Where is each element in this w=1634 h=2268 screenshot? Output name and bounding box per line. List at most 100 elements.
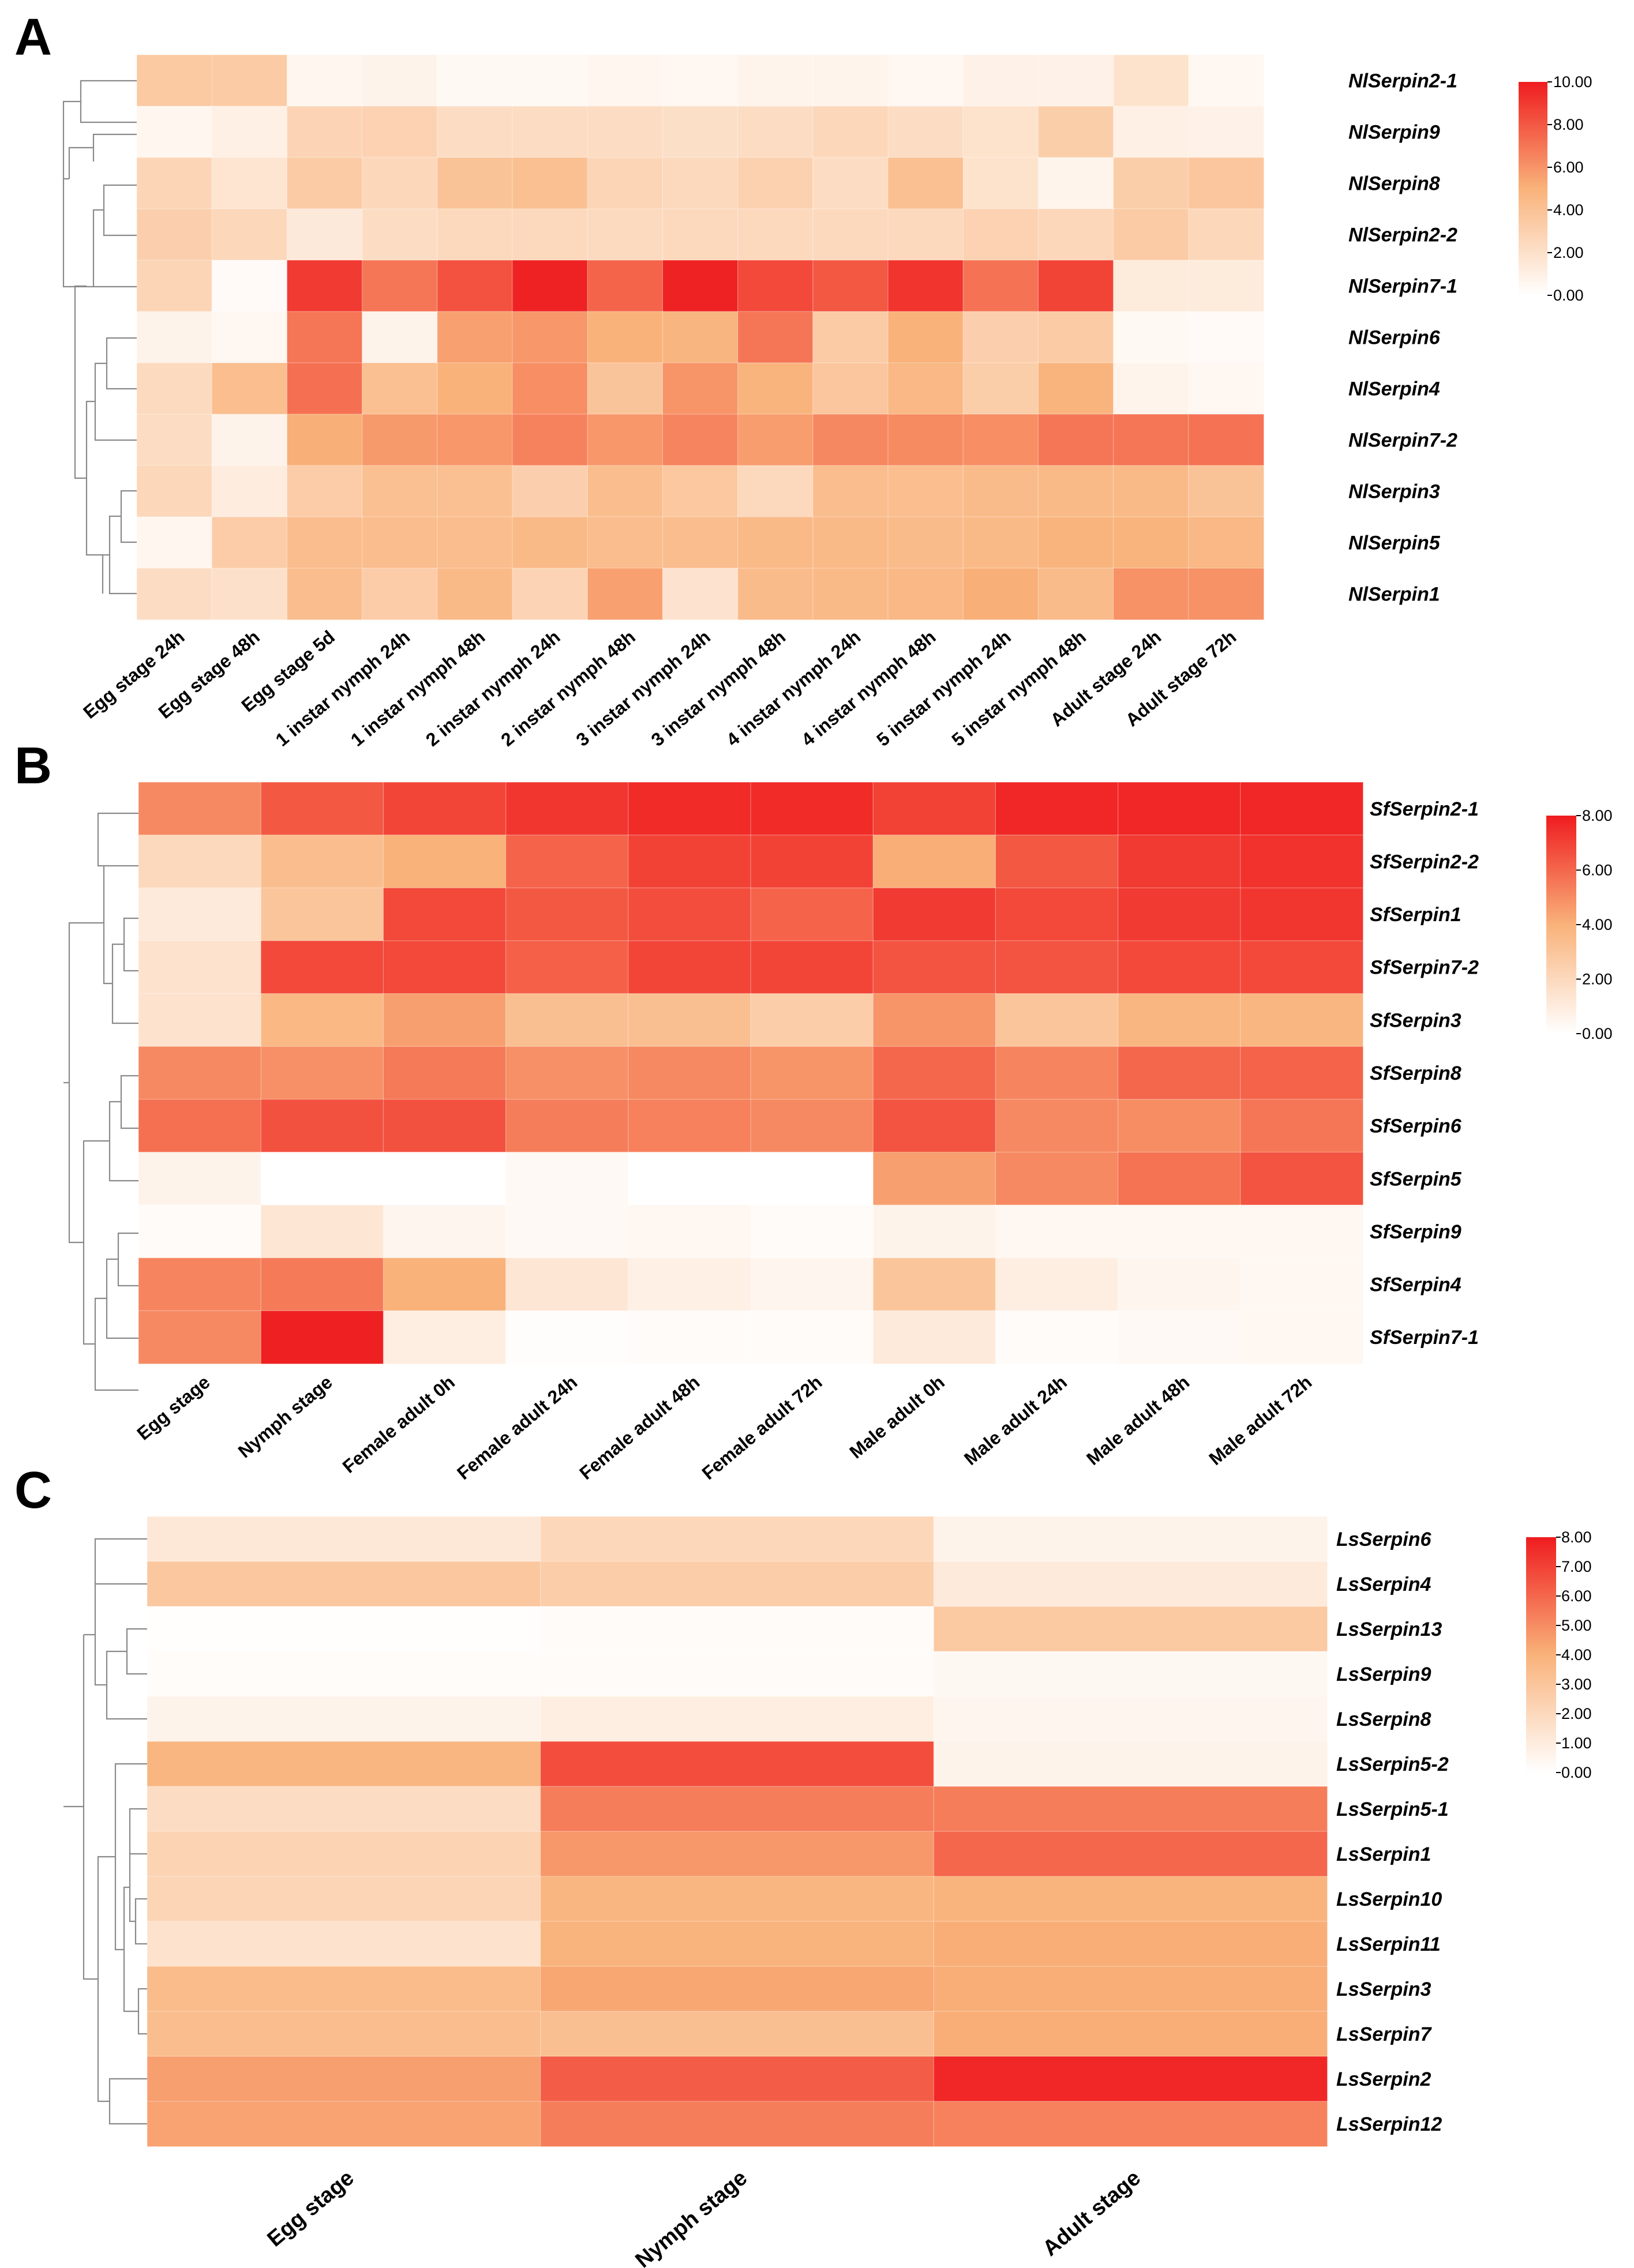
heatmap-cell [962,208,1039,261]
heatmap-cell [138,993,262,1047]
heatmap-cell [512,362,589,415]
heatmap-cell [512,260,589,313]
heatmap-cell [995,1310,1119,1365]
heatmap-cell [933,1516,1328,1563]
heatmap-cell [587,568,664,621]
row-label: SfSerpin2-1 [1370,798,1479,820]
heatmap-cell [383,993,507,1047]
heatmap-cell [872,782,996,836]
heatmap-cell [662,568,739,621]
heatmap-cell [136,208,213,261]
heatmap-cell [628,1151,752,1206]
heatmap-cell [361,414,438,467]
row-label: LsSerpin7 [1336,2023,1432,2045]
heatmap-cell [138,887,262,942]
heatmap-cell [383,1257,507,1312]
heatmap-cell [1188,362,1265,415]
heatmap-cell [1112,414,1189,467]
heatmap-cell [505,940,629,994]
heatmap-cell [1188,157,1265,210]
heatmap-cell [540,2011,935,2057]
heatmap-cell [540,1606,935,1653]
heatmap-cell [587,516,664,569]
heatmap-cell [662,414,739,467]
heatmap-cell [437,414,514,467]
heatmap-cell [1112,568,1189,621]
colorbar-gradient-a [1519,82,1547,295]
heatmap-cell [1112,157,1189,210]
heatmap-cell [260,1310,384,1365]
heatmap-cell [995,940,1119,994]
colorbar-tick-label: 0.00 [1553,287,1584,304]
row-label: SfSerpin7-2 [1370,957,1479,979]
heatmap-cell [872,1046,996,1101]
heatmap-cell [260,1046,384,1101]
row-label: LsSerpin10 [1336,1888,1442,1910]
colorbar-tick-label: 2.00 [1553,244,1584,261]
heatmap-cell [750,940,874,994]
colorbar-tick-label: 7.00 [1561,1558,1592,1575]
row-label: LsSerpin13 [1336,1619,1442,1640]
heatmap-cell [962,465,1039,518]
column-label: Egg stage [263,2166,358,2252]
heatmap-cell [437,260,514,313]
heatmap-cell [138,1310,262,1365]
heatmap-cell [136,260,213,313]
heatmap-cell [505,1046,629,1101]
heatmap-cell [512,208,589,261]
row-label: SfSerpin8 [1370,1062,1461,1084]
heatmap-cell [361,106,438,159]
colorbar-tick-label: 4.00 [1561,1646,1592,1664]
heatmap-cell [383,887,507,942]
heatmap-cell [1240,887,1364,942]
heatmap-cell [505,835,629,889]
heatmap-cell [1240,1151,1364,1206]
row-label: LsSerpin2 [1336,2068,1431,2090]
colorbar-ticks-b: 0.00 2.00 4.00 6.00 8.00 [1576,807,1613,1042]
column-label: 4 instar nymph 24h [722,626,865,750]
heatmap-cell [812,568,889,621]
heatmap-cell [540,2101,935,2147]
column-label: Nymph stage [234,1372,336,1462]
heatmap-cell [872,993,996,1047]
column-label: Adult stage [1038,2166,1145,2261]
heatmap-cell [1117,1046,1241,1101]
colorbar-tick-label: 10.00 [1553,73,1592,91]
column-label: 1 instar nymph 48h [347,626,489,750]
heatmap-cell [933,2056,1328,2102]
row-label: SfSerpin5 [1370,1168,1462,1190]
heatmap-cell [1188,465,1265,518]
heatmap-cell [662,260,739,313]
colorbar-b: 0.00 2.00 4.00 6.00 8.00 [1546,807,1613,1042]
heatmap-cell [1240,1310,1364,1365]
heatmap-cell [1037,414,1114,467]
row-label: NlSerpin7-2 [1348,430,1457,452]
heatmap-cell [540,1876,935,1922]
row-label: LsSerpin6 [1336,1529,1431,1550]
heatmap-cell [361,568,438,621]
heatmap-cell [587,311,664,364]
heatmap-cell [662,54,739,107]
heatmap-cell [933,1921,1328,1967]
heatmap-cell [887,465,964,518]
colorbar-a: 0.00 2.00 4.00 6.00 8.00 10.00 [1519,73,1592,304]
column-labels-b: Egg stage Nymph stage Female adult 0hFemal… [133,1372,1316,1484]
heatmap-cell [286,414,363,467]
heatmap-cell [737,260,814,313]
heatmap-cell [512,568,589,621]
heatmap-cell [437,362,514,415]
heatmap-cells-b [138,782,1364,1365]
heatmap-cell [136,568,213,621]
colorbar-tick-label: 2.00 [1561,1705,1592,1722]
row-label: NlSerpin5 [1348,532,1441,554]
colorbar-tick-label: 8.00 [1553,116,1584,133]
heatmap-cell [505,1257,629,1312]
column-label: 2 instar nymph 48h [497,626,639,750]
heatmap-cell [147,1786,541,1833]
heatmap-cell [286,157,363,210]
heatmap-cell [437,106,514,159]
heatmap-cell [962,106,1039,159]
column-label: Nymph stage [631,2166,752,2268]
row-label: NlSerpin2-2 [1348,224,1457,246]
heatmap-cell [1117,835,1241,889]
